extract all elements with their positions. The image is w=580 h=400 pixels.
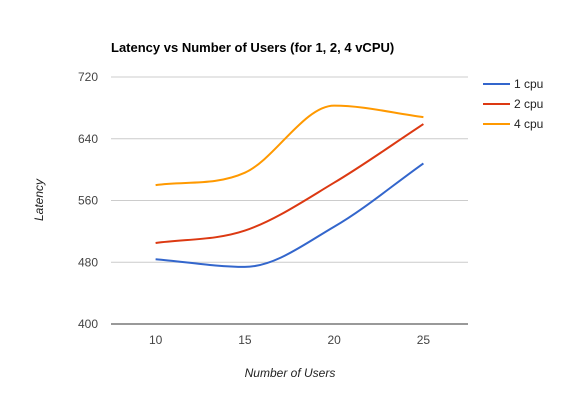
series-lines (155, 104, 424, 268)
y-axis-ticks: 400 480 560 640 720 (78, 70, 98, 331)
y-tick-label: 480 (78, 255, 98, 269)
y-tick-label: 400 (78, 317, 98, 331)
series-line-1-cpu (155, 162, 424, 268)
x-axis-label: Number of Users (245, 366, 336, 380)
chart-title: Latency vs Number of Users (for 1, 2, 4 … (111, 40, 394, 55)
legend: 1 cpu 2 cpu 4 cpu (483, 77, 543, 131)
x-axis-ticks: 10 15 20 25 (149, 333, 430, 347)
y-tick-label: 560 (78, 194, 98, 208)
y-axis-label: Latency (32, 178, 46, 221)
legend-label: 1 cpu (514, 77, 543, 91)
x-tick-label: 15 (238, 333, 252, 347)
x-tick-label: 10 (149, 333, 163, 347)
x-tick-label: 20 (327, 333, 341, 347)
series-line-4-cpu (155, 104, 424, 187)
legend-label: 2 cpu (514, 97, 543, 111)
legend-label: 4 cpu (514, 117, 543, 131)
series-line-2-cpu (155, 123, 424, 244)
x-tick-label: 25 (417, 333, 431, 347)
y-tick-label: 720 (78, 70, 98, 84)
y-tick-label: 640 (78, 132, 98, 146)
gridlines (111, 76, 468, 325)
